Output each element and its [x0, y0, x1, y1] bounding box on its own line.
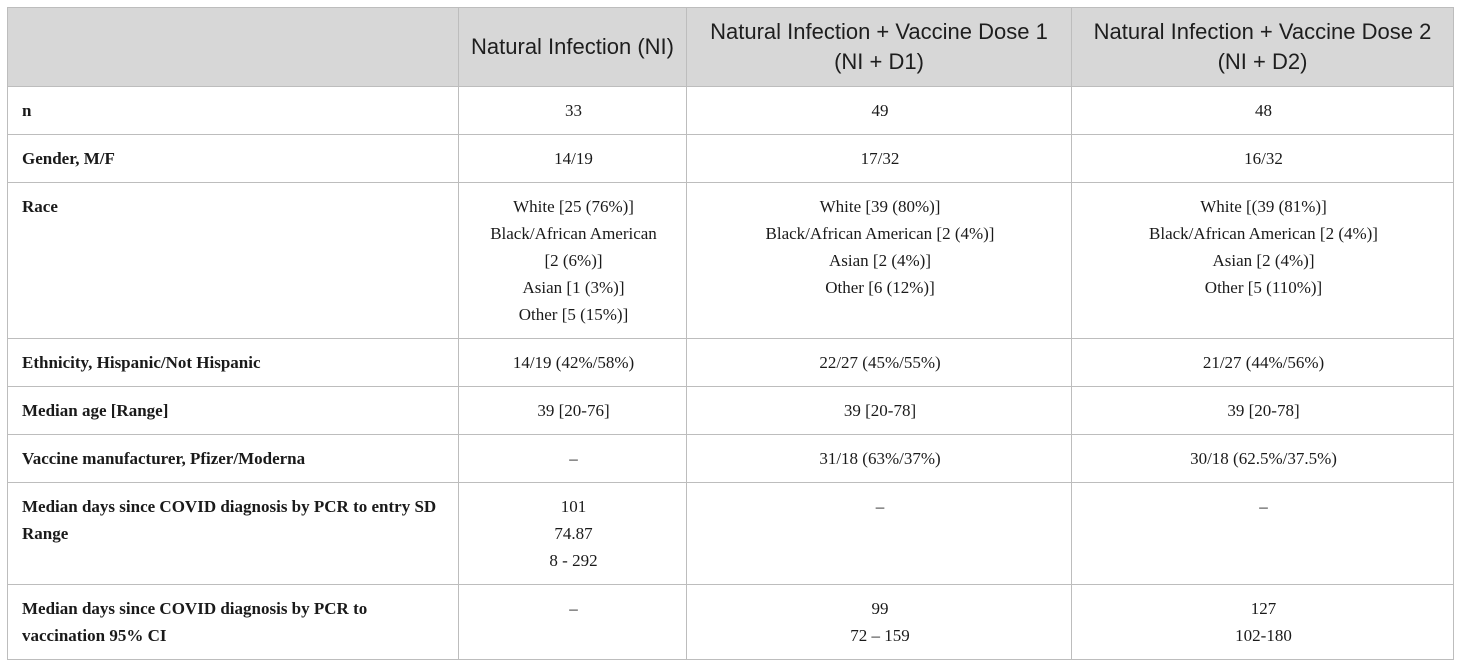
table-row: n 33 49 48	[7, 86, 1454, 135]
cell-line: White [(39 (81%)]	[1200, 197, 1327, 216]
cell-line: 48	[1255, 101, 1272, 120]
cell-line: Other [6 (12%)]	[825, 278, 935, 297]
cell-line: 30/18 (62.5%/37.5%)	[1190, 449, 1337, 468]
header-cell-ni: Natural Infection (NI)	[458, 7, 687, 87]
table-row: Gender, M/F 14/19 17/32 16/32	[7, 134, 1454, 183]
cell-ni: 33	[458, 86, 687, 135]
cell-line: 102-180	[1235, 626, 1292, 645]
cell-ni-d2: 48	[1071, 86, 1454, 135]
cell-ni-d2: 39 [20-78]	[1071, 386, 1454, 435]
cell-line: –	[1259, 497, 1268, 516]
row-label-vaccine-manufacturer: Vaccine manufacturer, Pfizer/Moderna	[7, 434, 459, 483]
cell-line: Black/African American	[490, 224, 657, 243]
cell-line: Asian [1 (3%)]	[522, 278, 625, 297]
table-row: Median age [Range] 39 [20-76] 39 [20-78]…	[7, 386, 1454, 435]
cell-line: –	[875, 497, 885, 516]
header-cell-ni-d1: Natural Infection + Vaccine Dose 1 (NI +…	[686, 7, 1072, 87]
cell-ni-d1: 39 [20-78]	[686, 386, 1072, 435]
cell-ni-d2: 21/27 (44%/56%)	[1071, 338, 1454, 387]
row-label-n: n	[7, 86, 459, 135]
cell-line: Asian [2 (4%)]	[1212, 251, 1315, 270]
cell-line: Other [5 (110%)]	[1204, 278, 1323, 297]
table-header: Natural Infection (NI) Natural Infection…	[7, 7, 1454, 87]
cell-line: –	[569, 599, 578, 618]
cell-ni-d1: 22/27 (45%/55%)	[686, 338, 1072, 387]
cell-ni-d1: 31/18 (63%/37%)	[686, 434, 1072, 483]
cell-ni-d2: 16/32	[1071, 134, 1454, 183]
cell-ni-d2: –	[1071, 482, 1454, 585]
demographics-table: Natural Infection (NI) Natural Infection…	[7, 7, 1454, 660]
cell-ni-d1: 17/32	[686, 134, 1072, 183]
cell-line: Black/African American [2 (4%)]	[765, 224, 995, 243]
cell-ni: 39 [20-76]	[458, 386, 687, 435]
cell-line: 72 – 159	[850, 626, 910, 645]
cell-ni: 14/19	[458, 134, 687, 183]
cell-line: Asian [2 (4%)]	[829, 251, 931, 270]
table-row: Ethnicity, Hispanic/Not Hispanic 14/19 (…	[7, 338, 1454, 387]
cell-line: 33	[565, 101, 582, 120]
cell-line: 14/19	[554, 149, 593, 168]
cell-ni-d2: 127 102-180	[1071, 584, 1454, 660]
cell-line: 127	[1250, 599, 1277, 618]
cell-line: 31/18 (63%/37%)	[819, 449, 941, 468]
cell-line: [2 (6%)]	[544, 251, 603, 270]
cell-line: –	[569, 449, 578, 468]
cell-line: 99	[871, 599, 889, 618]
cell-ni: 14/19 (42%/58%)	[458, 338, 687, 387]
table-row: Median days since COVID diagnosis by PCR…	[7, 584, 1454, 660]
header-cell-ni-d2: Natural Infection + Vaccine Dose 2 (NI +…	[1071, 7, 1454, 87]
table-row: Vaccine manufacturer, Pfizer/Moderna – 3…	[7, 434, 1454, 483]
cell-line: 39 [20-78]	[843, 401, 917, 420]
cell-line: 49	[871, 101, 889, 120]
cell-line: 14/19 (42%/58%)	[512, 353, 635, 372]
row-label-median-age: Median age [Range]	[7, 386, 459, 435]
cell-line: Other [5 (15%)]	[518, 305, 629, 324]
cell-ni: –	[458, 584, 687, 660]
row-label-days-to-entry: Median days since COVID diagnosis by PCR…	[7, 482, 459, 585]
cell-line: 101	[560, 497, 587, 516]
row-label-gender: Gender, M/F	[7, 134, 459, 183]
cell-line: White [39 (80%)]	[819, 197, 941, 216]
cell-line: 21/27 (44%/56%)	[1202, 353, 1325, 372]
cell-line: White [25 (76%)]	[513, 197, 634, 216]
cell-line: 8 - 292	[549, 551, 598, 570]
cell-ni-d1: 99 72 – 159	[686, 584, 1072, 660]
cell-ni-d1: White [39 (80%)] Black/African American …	[686, 182, 1072, 339]
cell-line: 39 [20-78]	[1227, 401, 1300, 420]
cell-ni-d2: 30/18 (62.5%/37.5%)	[1071, 434, 1454, 483]
header-row: Natural Infection (NI) Natural Infection…	[7, 7, 1454, 87]
cell-line: 16/32	[1244, 149, 1283, 168]
cell-ni: 101 74.87 8 - 292	[458, 482, 687, 585]
cell-ni-d2: White [(39 (81%)] Black/African American…	[1071, 182, 1454, 339]
cell-line: 39 [20-76]	[537, 401, 610, 420]
cell-line: Black/African American [2 (4%)]	[1149, 224, 1378, 243]
row-label-ethnicity: Ethnicity, Hispanic/Not Hispanic	[7, 338, 459, 387]
cell-ni-d1: 49	[686, 86, 1072, 135]
table-row: Race White [25 (76%)] Black/African Amer…	[7, 182, 1454, 339]
cell-ni: –	[458, 434, 687, 483]
cell-line: 17/32	[860, 149, 900, 168]
table-body: n 33 49 48 Gender, M/F 14/19 17/32 16/32…	[7, 86, 1454, 660]
cell-ni: White [25 (76%)] Black/African American …	[458, 182, 687, 339]
cell-line: 74.87	[554, 524, 593, 543]
table-row: Median days since COVID diagnosis by PCR…	[7, 482, 1454, 585]
cell-ni-d1: –	[686, 482, 1072, 585]
header-cell-blank	[7, 7, 459, 87]
cell-line: 22/27 (45%/55%)	[819, 353, 941, 372]
row-label-race: Race	[7, 182, 459, 339]
row-label-days-to-vaccination: Median days since COVID diagnosis by PCR…	[7, 584, 459, 660]
